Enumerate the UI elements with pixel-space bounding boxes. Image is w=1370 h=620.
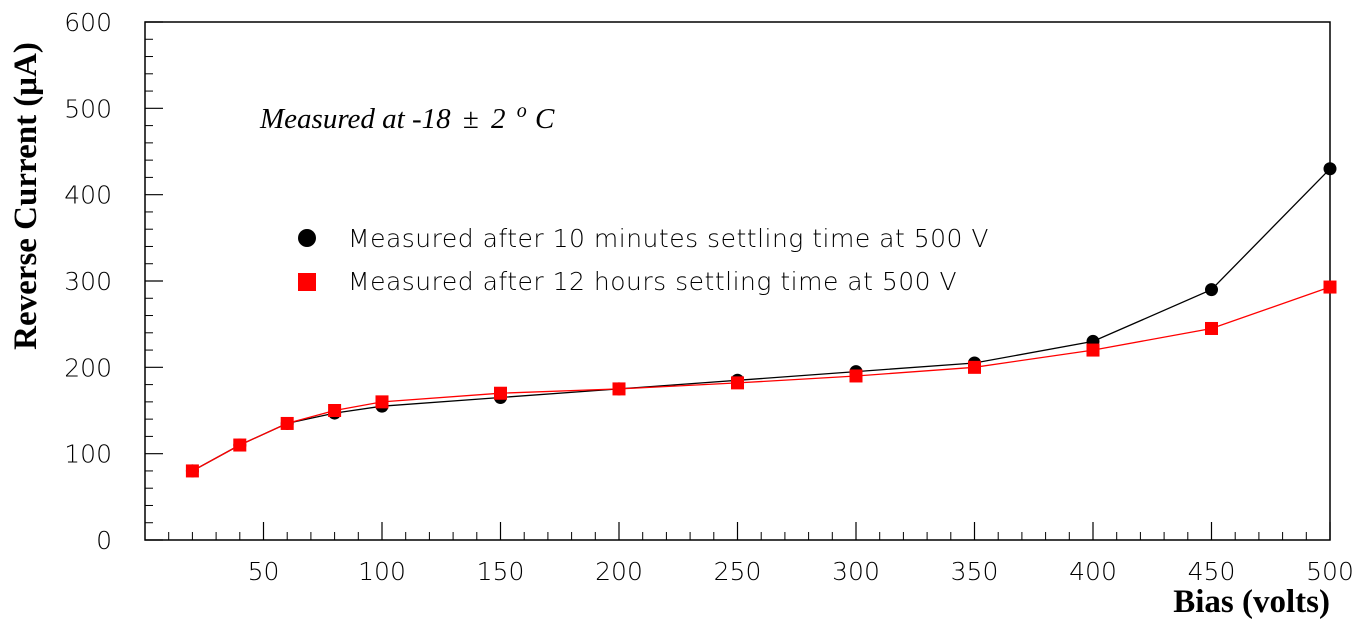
series-2-point bbox=[185, 464, 199, 478]
x-tick-label: 150 bbox=[477, 557, 525, 586]
series-2-point bbox=[280, 416, 294, 430]
legend-marker-square bbox=[298, 273, 316, 291]
x-tick-label: 400 bbox=[1069, 557, 1117, 586]
series-2-point bbox=[494, 386, 507, 400]
y-tick-label: 100 bbox=[64, 440, 112, 469]
annotation-text: Measured at -18 bbox=[259, 103, 451, 135]
y-tick-label: 500 bbox=[64, 94, 112, 123]
x-tick-label: 500 bbox=[1306, 557, 1354, 586]
series-1-point bbox=[1205, 283, 1218, 297]
series-2-point bbox=[233, 438, 247, 452]
series-2-point bbox=[1323, 280, 1337, 294]
axis-ticks bbox=[145, 21, 1331, 541]
annotation-degree: o bbox=[517, 100, 527, 122]
series-2-point bbox=[731, 376, 744, 390]
legend: Measured after 10 minutes settling time … bbox=[298, 224, 989, 296]
axis-tick-labels: 50 100 150 200 250 300 350 400 450 500 0 100 200 300 4… bbox=[64, 8, 1354, 586]
x-axis-title: Bias (volts) bbox=[1173, 584, 1330, 620]
series-2-point bbox=[1086, 343, 1100, 357]
x-tick-label: 200 bbox=[595, 557, 643, 586]
legend-label-2: Measured after 12 hours settling time at… bbox=[348, 267, 957, 296]
series-2-point bbox=[1205, 321, 1218, 335]
series-2-point bbox=[849, 369, 863, 383]
x-tick-label: 300 bbox=[832, 557, 880, 586]
annotation-unit: C bbox=[535, 103, 555, 135]
series-1 bbox=[185, 162, 1337, 478]
y-tick-label: 200 bbox=[64, 353, 112, 382]
y-tick-label: 400 bbox=[64, 181, 112, 210]
series-1-point bbox=[1323, 162, 1337, 176]
series-2 bbox=[185, 280, 1337, 478]
y-tick-label: 300 bbox=[64, 267, 112, 296]
series-2-point bbox=[612, 382, 626, 396]
x-tick-label: 50 bbox=[248, 557, 280, 586]
legend-marker-circle bbox=[298, 229, 316, 247]
series-1-line bbox=[192, 168, 1331, 472]
annotation-value: 2 bbox=[491, 103, 506, 135]
annotation-pm: ± bbox=[463, 103, 479, 135]
legend-label-1: Measured after 10 minutes settling time … bbox=[348, 224, 989, 253]
temperature-annotation: Measured at -18 ± 2 o C bbox=[259, 92, 555, 135]
series-2-point bbox=[968, 360, 981, 374]
x-tick-label: 450 bbox=[1188, 557, 1236, 586]
x-tick-label: 250 bbox=[714, 557, 762, 586]
y-tick-label: 600 bbox=[64, 8, 112, 37]
y-axis-title: Reverse Current (μA) bbox=[8, 42, 44, 350]
series-group bbox=[185, 162, 1337, 478]
series-2-point bbox=[328, 404, 342, 417]
x-tick-label: 100 bbox=[358, 557, 406, 586]
y-tick-label: 0 bbox=[96, 526, 112, 555]
series-2-point bbox=[375, 395, 389, 409]
x-tick-label: 350 bbox=[951, 557, 999, 586]
